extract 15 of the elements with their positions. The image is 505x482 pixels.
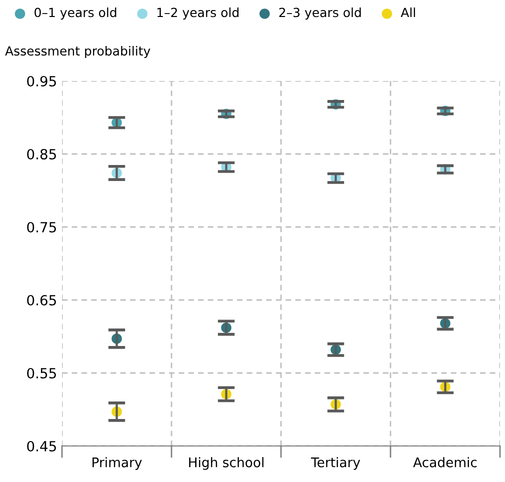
y-tick-label: 0.55	[27, 368, 56, 378]
x-tick-label: Tertiary	[310, 457, 360, 470]
legend-label: 2–3 years old	[279, 8, 361, 20]
x-tick-label: High school	[189, 457, 264, 470]
x-tick-label: Academic	[413, 457, 477, 468]
y-tick-label: 0.65	[27, 294, 56, 306]
legend-label: All	[400, 8, 415, 17]
x-tick-label: Primary	[92, 457, 142, 470]
y-tick-label: 0.85	[27, 148, 56, 160]
y-tick-label: 0.45	[27, 440, 56, 452]
y-tick-label: 0.95	[27, 76, 56, 86]
legend-label: 0–1 years old	[34, 8, 116, 20]
legend-label: 1–2 years old	[157, 8, 238, 20]
y-axis-title: Assessment probability	[5, 46, 150, 58]
y-tick-label: 0.75	[27, 222, 56, 232]
